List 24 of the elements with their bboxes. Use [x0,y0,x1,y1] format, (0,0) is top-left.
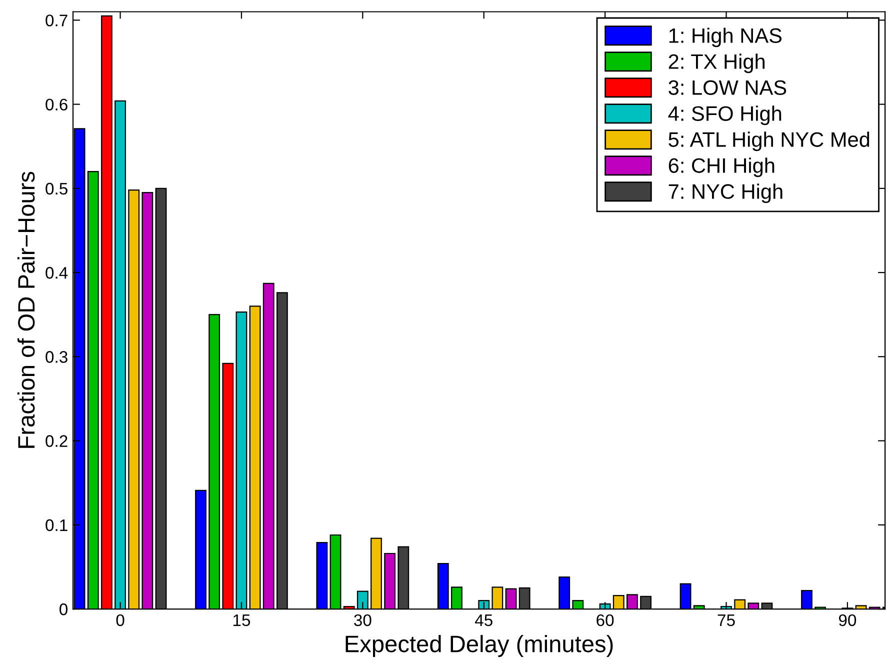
x-tick-label: 90 [838,614,856,626]
y-tick-label: 0.7 [46,14,68,26]
y-tick-label: 0.1 [46,519,68,532]
legend-label: 2: TX High [668,54,765,74]
y-tick-label: 0.5 [46,182,68,195]
legend-label: 5: ATL High NYC Med [668,132,870,152]
y-tick-label: 0 [60,603,68,616]
legend-label: 1: High NAS [669,28,782,48]
legend-label: 4: SFO High [668,106,782,126]
y-tick-label: 0.4 [46,266,68,279]
legend-label: 7: NYC High [668,184,782,204]
y-tick-label: 0.6 [46,98,68,110]
y-axis-title: Fraction of OD Pair−Hours [17,172,35,448]
x-tick-label: 60 [596,614,614,626]
x-tick-label: 45 [474,614,492,626]
x-tick-label: 0 [116,614,124,626]
legend-label: 6: CHI High [668,158,774,178]
x-axis-title: Expected Delay (minutes) [346,634,613,657]
y-tick-label: 0.3 [46,351,68,363]
x-tick-label: 30 [354,614,372,626]
legend-label: 3: LOW NAS [668,80,786,95]
x-tick-label: 15 [233,614,250,626]
x-tick-label: 75 [718,614,735,626]
y-tick-label: 0.2 [46,435,68,447]
